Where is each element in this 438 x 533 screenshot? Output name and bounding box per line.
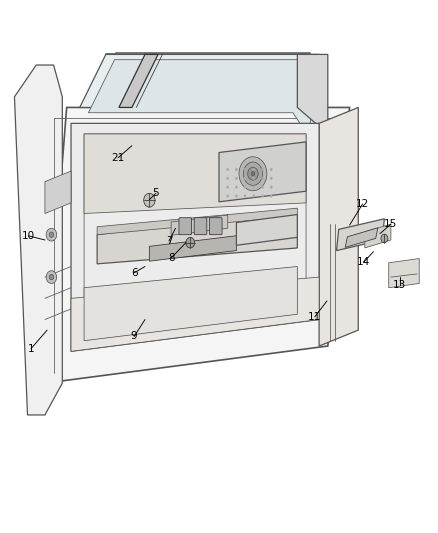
Circle shape [239, 157, 267, 191]
Polygon shape [45, 171, 71, 214]
Text: 5: 5 [152, 188, 159, 198]
Circle shape [261, 185, 264, 189]
Circle shape [248, 167, 258, 180]
Circle shape [261, 168, 264, 171]
Polygon shape [71, 277, 319, 351]
Text: 1: 1 [28, 344, 34, 354]
Circle shape [251, 172, 254, 176]
Circle shape [226, 177, 229, 180]
Circle shape [261, 177, 264, 180]
Polygon shape [336, 219, 385, 251]
Polygon shape [345, 228, 378, 247]
Polygon shape [80, 54, 319, 134]
Polygon shape [14, 65, 62, 415]
FancyBboxPatch shape [179, 217, 191, 235]
Circle shape [270, 168, 272, 171]
Circle shape [144, 193, 155, 207]
Circle shape [244, 195, 247, 198]
Circle shape [270, 195, 272, 198]
Circle shape [244, 168, 247, 171]
Circle shape [226, 195, 229, 198]
Text: 13: 13 [393, 280, 406, 290]
Circle shape [49, 232, 53, 237]
Circle shape [253, 168, 255, 171]
Polygon shape [45, 108, 350, 383]
Text: 7: 7 [166, 236, 172, 246]
Circle shape [226, 185, 229, 189]
Circle shape [235, 177, 238, 180]
Circle shape [253, 185, 255, 189]
Circle shape [270, 177, 272, 180]
Circle shape [244, 177, 247, 180]
Text: 9: 9 [131, 332, 138, 342]
Circle shape [253, 177, 255, 180]
Polygon shape [97, 208, 297, 235]
Text: 10: 10 [22, 231, 35, 241]
Circle shape [270, 185, 272, 189]
Polygon shape [71, 123, 319, 351]
Circle shape [261, 195, 264, 198]
Circle shape [49, 274, 53, 280]
Circle shape [244, 185, 247, 189]
Circle shape [226, 168, 229, 171]
Polygon shape [319, 108, 358, 346]
Polygon shape [365, 224, 391, 248]
Polygon shape [84, 266, 297, 341]
Text: 6: 6 [131, 268, 138, 278]
Polygon shape [389, 259, 419, 288]
Text: 21: 21 [111, 153, 125, 163]
Text: 8: 8 [168, 253, 174, 263]
Circle shape [381, 234, 388, 243]
Polygon shape [219, 142, 306, 202]
Text: 12: 12 [356, 199, 369, 209]
Circle shape [235, 168, 238, 171]
Circle shape [46, 271, 57, 284]
Text: 11: 11 [308, 312, 321, 322]
Circle shape [46, 228, 57, 241]
Polygon shape [84, 134, 306, 214]
Polygon shape [297, 54, 328, 134]
Polygon shape [237, 215, 297, 245]
FancyBboxPatch shape [194, 217, 207, 235]
Polygon shape [97, 216, 297, 264]
Polygon shape [88, 60, 311, 139]
Polygon shape [171, 215, 228, 235]
Circle shape [235, 195, 238, 198]
Polygon shape [149, 236, 237, 261]
Circle shape [186, 237, 194, 248]
Text: 15: 15 [384, 219, 398, 229]
Text: 14: 14 [357, 257, 370, 267]
Circle shape [244, 162, 262, 185]
Circle shape [235, 185, 238, 189]
Polygon shape [119, 54, 158, 108]
FancyBboxPatch shape [209, 217, 222, 235]
Circle shape [253, 195, 255, 198]
